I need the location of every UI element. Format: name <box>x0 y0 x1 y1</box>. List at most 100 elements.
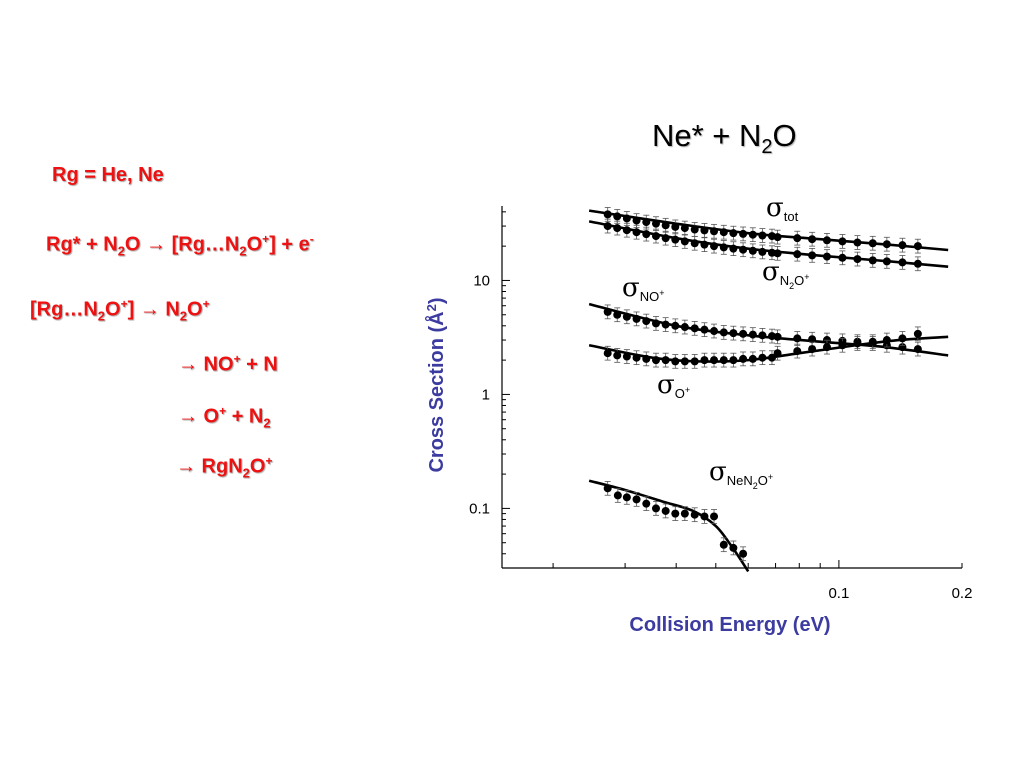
data-point-o-plus <box>898 331 907 346</box>
label-sub2: 2 <box>753 481 758 491</box>
marker <box>651 504 660 513</box>
data-point-nen2o-plus <box>719 537 728 553</box>
chart-title: Ne* + N2O <box>652 118 797 159</box>
data-point-n2o-plus <box>748 243 757 259</box>
marker <box>642 317 651 326</box>
data-point-n2o-plus <box>622 222 631 238</box>
data-point-nen2o-plus <box>690 507 699 523</box>
data-point-o-plus <box>748 351 757 367</box>
marker <box>680 323 689 332</box>
marker <box>739 329 748 338</box>
marker <box>661 221 670 230</box>
data-point-no-plus <box>661 317 670 332</box>
marker <box>793 250 802 259</box>
data-point-tot <box>793 230 802 246</box>
sigma-symbol: σ <box>762 257 780 287</box>
data-point-o-plus <box>767 350 776 366</box>
marker <box>719 228 728 237</box>
label-sub2: 2 <box>789 281 794 291</box>
marker <box>680 509 689 518</box>
arrow-icon: → <box>176 455 196 478</box>
marker <box>882 336 891 345</box>
data-point-n2o-plus <box>729 241 738 256</box>
data-point-n2o-plus <box>671 232 680 247</box>
marker <box>671 222 680 231</box>
data-point-tot <box>729 225 738 241</box>
marker <box>793 347 802 356</box>
data-point-n2o-plus <box>642 226 651 242</box>
marker <box>739 229 748 238</box>
reaction-rgn2o-plus: → RgN2O+ <box>176 454 273 481</box>
marker <box>868 337 877 346</box>
marker <box>882 240 891 249</box>
reaction-n2o-plus: [Rg…N2O+] → N2O+ <box>30 297 210 324</box>
data-point-o-plus <box>622 349 631 364</box>
y-tick-label: 0.1 <box>469 500 490 517</box>
data-point-n2o-plus <box>710 238 719 254</box>
marker <box>748 246 757 255</box>
label-sub3: O <box>794 273 804 288</box>
marker <box>651 219 660 228</box>
marker <box>622 312 631 321</box>
data-point-nen2o-plus <box>680 506 689 521</box>
marker <box>913 329 922 338</box>
fit-curve-nen2o-plus <box>588 479 750 573</box>
data-point-tot <box>773 229 782 245</box>
data-point-tot <box>808 231 817 247</box>
sigma-symbol: σ <box>622 273 640 303</box>
data-point-o-plus <box>838 337 847 353</box>
marker <box>758 231 767 240</box>
label-sup: + <box>768 472 773 482</box>
sigma-symbol: σ <box>657 370 675 400</box>
data-point-no-plus <box>793 331 802 346</box>
series-label-no-plus: σNO+ <box>622 273 665 304</box>
marker <box>913 242 922 251</box>
data-point-nen2o-plus <box>642 496 651 512</box>
data-point-n2o-plus <box>661 230 670 246</box>
label-sub: NeN <box>727 473 753 488</box>
data-point-o-plus <box>710 352 719 368</box>
data-point-nen2o-plus <box>700 509 709 524</box>
data-point-no-plus <box>690 321 699 336</box>
marker <box>642 499 651 508</box>
marker <box>882 257 891 266</box>
data-point-n2o-plus <box>898 255 907 270</box>
data-point-no-plus <box>680 319 689 335</box>
marker <box>822 236 831 245</box>
marker <box>853 255 862 264</box>
arrow-icon: → <box>146 233 167 256</box>
marker <box>603 210 612 219</box>
data-point-o-plus <box>632 350 641 366</box>
data-point-o-plus <box>739 351 748 367</box>
marker <box>758 353 767 362</box>
data-point-o-plus <box>868 334 877 350</box>
marker <box>700 325 709 334</box>
data-point-no-plus <box>729 325 738 341</box>
marker <box>603 222 612 231</box>
data-point-o-plus <box>671 354 680 369</box>
marker <box>729 356 738 365</box>
marker <box>700 226 709 235</box>
data-point-n2o-plus <box>853 251 862 267</box>
data-points <box>603 207 922 562</box>
label-sub: N <box>780 273 789 288</box>
data-point-n2o-plus <box>758 244 767 260</box>
marker <box>710 327 719 336</box>
reaction-ionization: Rg* + N2O → [Rg…N2O+] + e- <box>46 232 314 259</box>
marker <box>729 229 738 238</box>
marker <box>613 310 622 319</box>
marker <box>710 242 719 251</box>
data-point-n2o-plus <box>690 235 699 251</box>
arrow-icon: → <box>178 353 198 376</box>
marker <box>671 357 680 366</box>
marker <box>793 234 802 243</box>
rg-definition: Rg = He, Ne <box>52 164 164 186</box>
data-point-o-plus <box>853 336 862 351</box>
data-point-tot <box>680 220 689 236</box>
data-point-n2o-plus <box>838 250 847 266</box>
data-point-n2o-plus <box>822 249 831 264</box>
data-point-n2o-plus <box>719 240 728 255</box>
data-point-o-plus <box>613 348 622 363</box>
marker <box>729 329 738 338</box>
marker <box>603 307 612 316</box>
